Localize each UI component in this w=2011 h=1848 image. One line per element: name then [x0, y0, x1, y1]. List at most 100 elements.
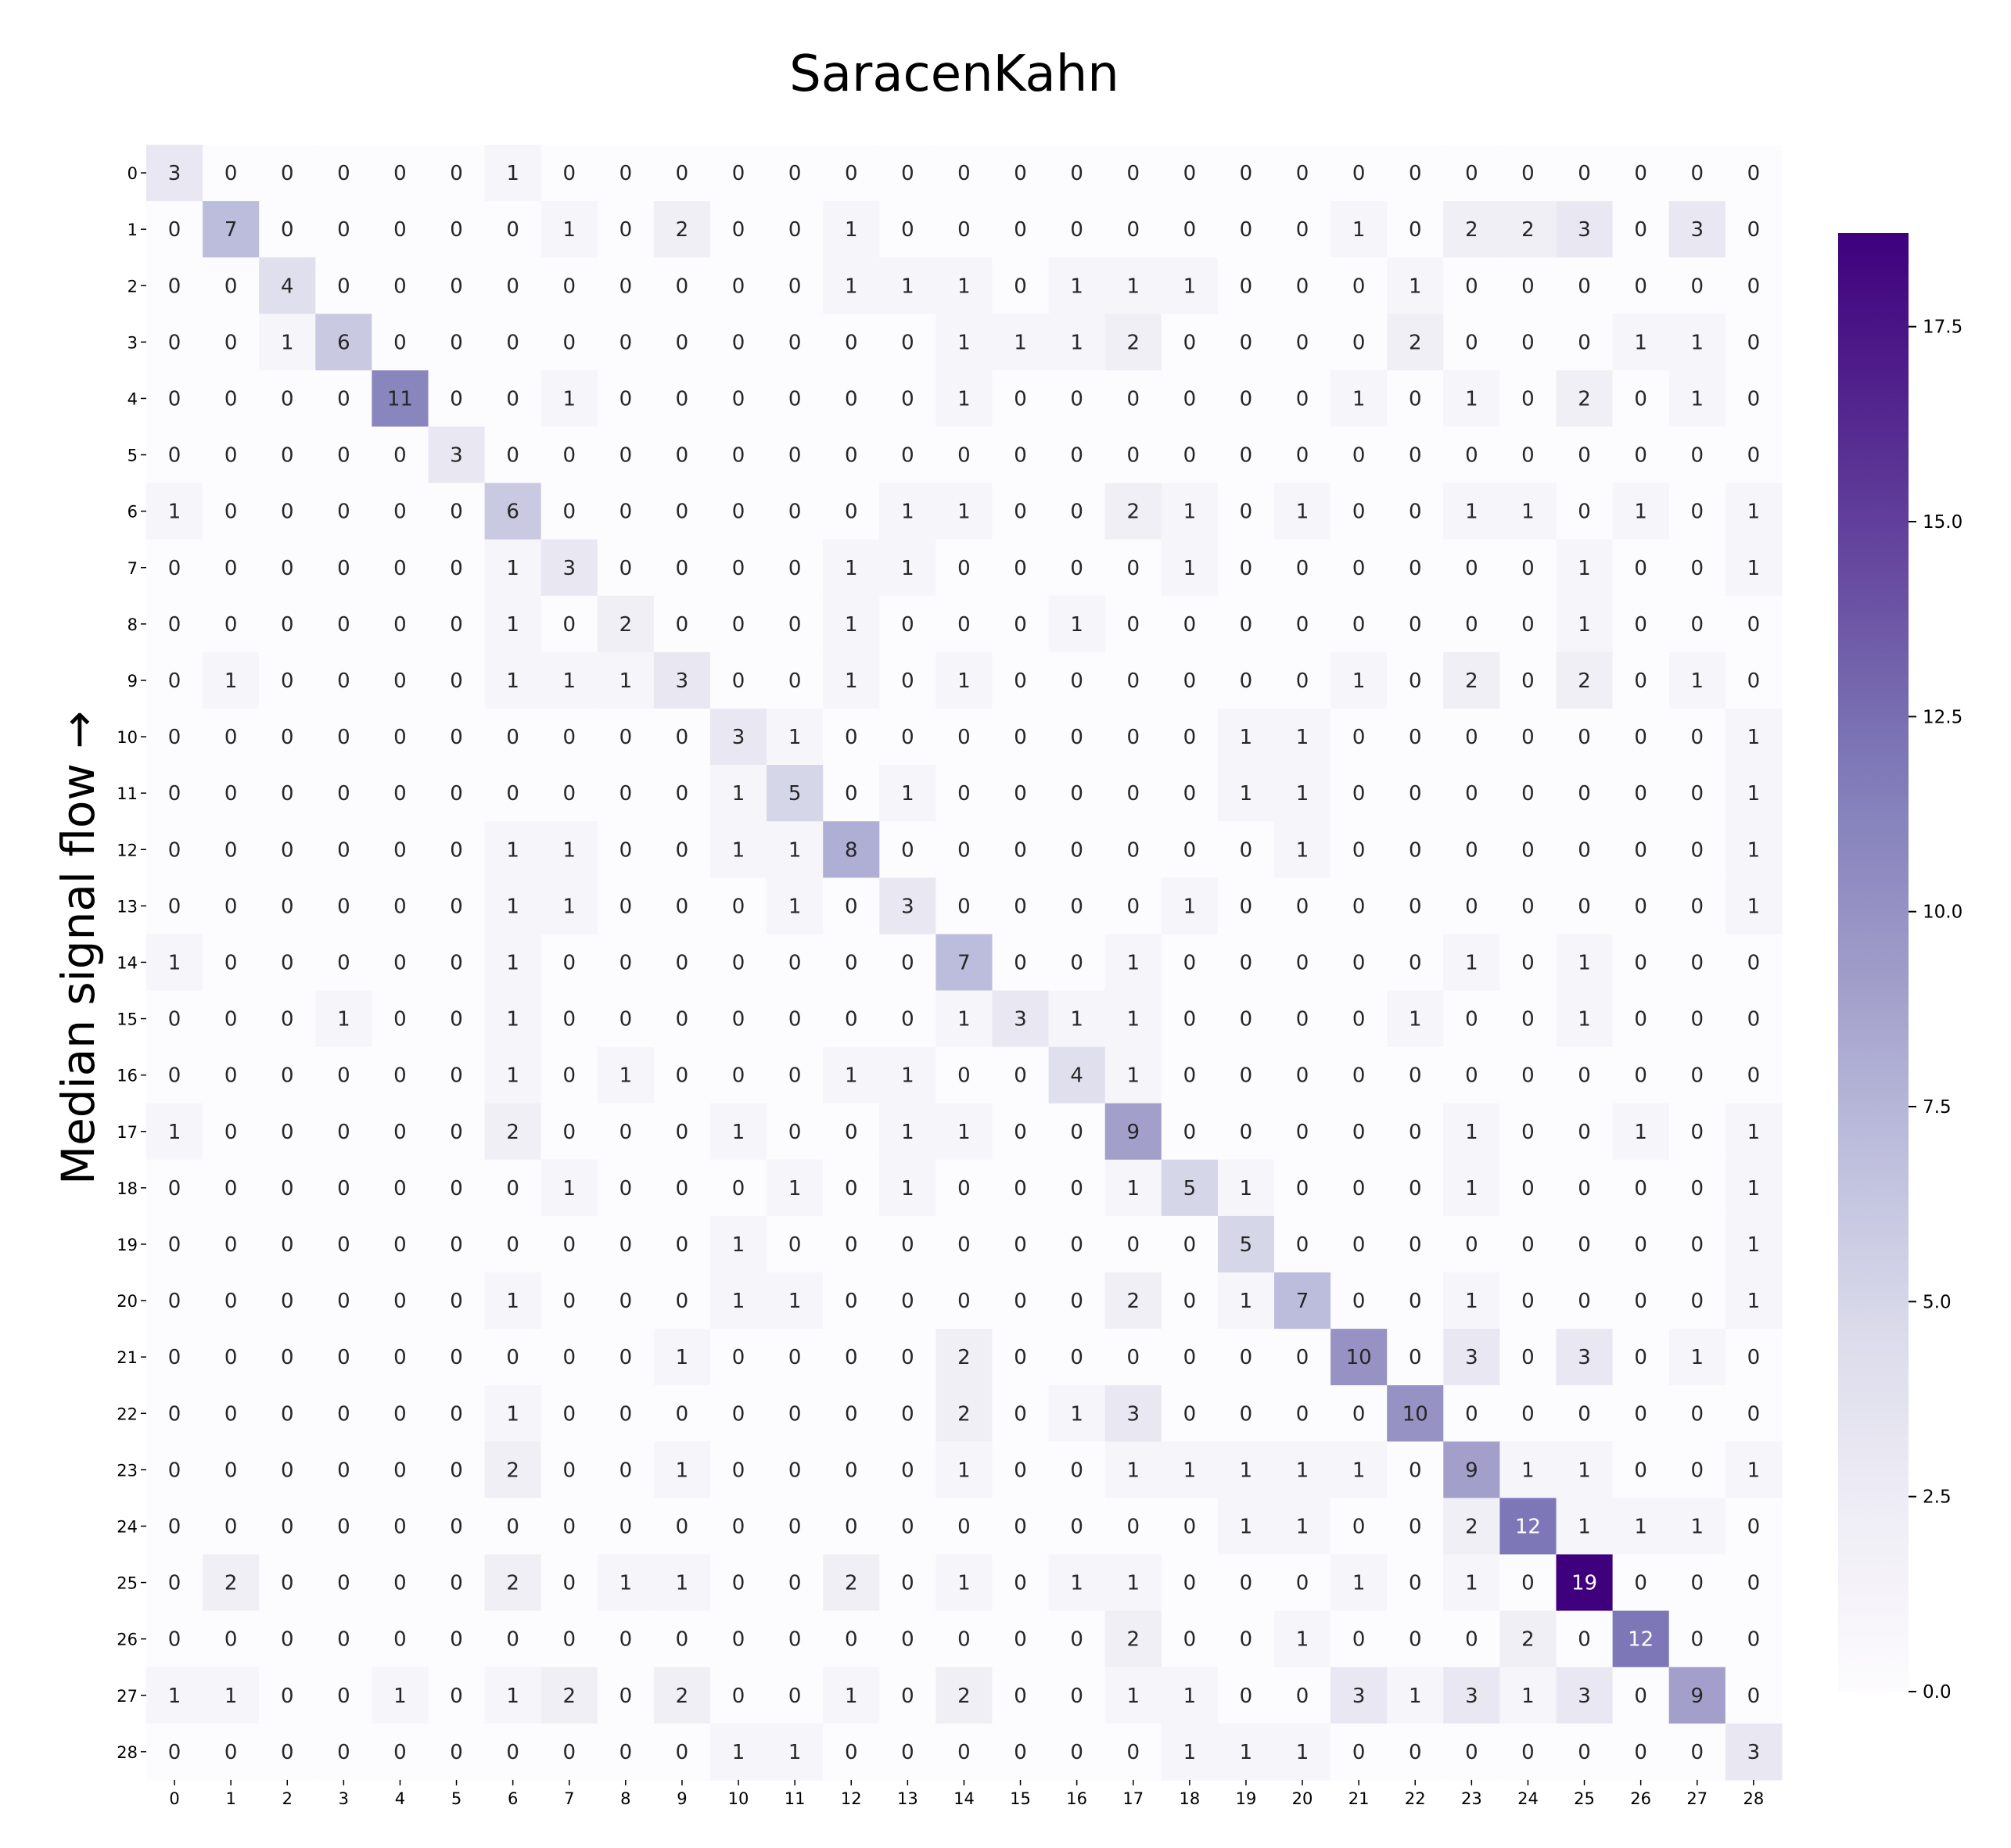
cell-value-label: 0: [1070, 387, 1083, 411]
heatmap-cell: [428, 990, 486, 1048]
cell-value-label: 0: [845, 1515, 858, 1538]
heatmap-cell: [428, 877, 486, 935]
heatmap-cell: [484, 877, 542, 935]
heatmap-cell: [1499, 1441, 1557, 1498]
x-axis-ticks: 0 1 2 3 4 5 6 7 8 9 10 11 12 13 14 15 16 17 18 19 20 21 22 23 24…: [169, 1779, 1764, 1808]
heatmap-cell: [315, 1272, 372, 1329]
heatmap-cell: [1668, 709, 1726, 766]
x-tick-label: 22: [1405, 1789, 1426, 1808]
cell-value-label: 0: [224, 557, 238, 580]
heatmap-cell: [1274, 1329, 1331, 1386]
cell-value-label: 0: [224, 1008, 238, 1032]
cell-value-label: 1: [957, 1459, 971, 1482]
heatmap-cell: [1556, 651, 1614, 709]
heatmap-cell: [203, 821, 260, 878]
heatmap-cell: [1612, 934, 1670, 992]
heatmap-cell: [1330, 1610, 1388, 1668]
cell-value-label: 0: [281, 444, 294, 468]
heatmap-cell: [1499, 1329, 1557, 1386]
cell-value-label: 0: [224, 1628, 238, 1652]
heatmap-cell: [710, 1554, 767, 1612]
heatmap-cell: [823, 1498, 880, 1556]
cell-value-label: 0: [506, 1233, 519, 1257]
cell-value-label: 1: [1126, 1177, 1140, 1200]
heatmap-cell: [1217, 539, 1275, 597]
cell-value-label: 1: [1465, 1572, 1478, 1595]
heatmap-cell: [1161, 426, 1219, 484]
cell-value-label: 0: [1634, 838, 1647, 862]
cell-value-label: 0: [337, 1741, 350, 1764]
cell-value-label: 1: [732, 1290, 745, 1313]
heatmap-cell: [540, 145, 598, 202]
heatmap-cell: [823, 877, 880, 935]
cell-value-label: 0: [506, 1177, 519, 1200]
heatmap-cell: [372, 1103, 429, 1161]
heatmap-cell: [1330, 1272, 1388, 1329]
heatmap-cell: [1330, 426, 1388, 484]
heatmap-cell: [653, 1667, 711, 1724]
cell-value-label: 0: [562, 162, 576, 185]
cell-value-label: 0: [1014, 1402, 1027, 1426]
heatmap-cell: [1104, 1554, 1162, 1612]
cell-value-label: 0: [1634, 895, 1647, 918]
heatmap-cell: [1387, 1667, 1444, 1724]
heatmap-cell: [259, 765, 316, 822]
heatmap-cell: [653, 595, 711, 653]
cell-value-label: 1: [1690, 1515, 1704, 1538]
heatmap-cell: [1274, 145, 1331, 202]
cell-value-label: 3: [1465, 1685, 1478, 1708]
cell-value-label: 0: [1690, 275, 1704, 298]
cell-value-label: 0: [676, 331, 689, 354]
cell-value-label: 0: [676, 1290, 689, 1313]
heatmap-cell: [146, 370, 203, 428]
heatmap-cell: [1217, 314, 1275, 371]
cell-value-label: 0: [1070, 218, 1083, 242]
heatmap-cell: [540, 934, 598, 992]
cell-value-label: 0: [1070, 726, 1083, 749]
cell-value-label: 0: [732, 1008, 745, 1032]
heatmap-cell: [1217, 370, 1275, 428]
heatmap-cell: [1274, 1610, 1331, 1668]
cell-value-label: 0: [1409, 387, 1422, 411]
heatmap-cell: [1048, 765, 1106, 822]
cell-value-label: 0: [1690, 1628, 1704, 1652]
cell-value-label: 0: [676, 838, 689, 862]
heatmap-cell: [259, 539, 316, 597]
heatmap-cell: [823, 483, 880, 540]
cell-value-label: 0: [1465, 895, 1478, 918]
cell-value-label: 0: [1634, 1177, 1647, 1200]
cell-value-label: 0: [1747, 331, 1761, 354]
cell-value-label: 0: [1183, 1346, 1197, 1369]
cell-value-label: 0: [1747, 613, 1761, 637]
cell-value-label: 0: [1634, 1459, 1647, 1482]
heatmap-cell: [1499, 1498, 1557, 1556]
cell-value-label: 0: [281, 1233, 294, 1257]
heatmap-cell: [428, 1723, 486, 1781]
heatmap-cell: [823, 1272, 880, 1329]
heatmap-cell: [653, 370, 711, 428]
cell-value-label: 0: [450, 1572, 463, 1595]
cell-value-label: 0: [337, 1346, 350, 1369]
cell-value-label: 0: [393, 726, 407, 749]
cell-value-label: 0: [732, 275, 745, 298]
cell-value-label: 0: [1747, 1346, 1761, 1369]
cell-value-label: 0: [1183, 1008, 1197, 1032]
heatmap-cell: [597, 426, 655, 484]
cell-value-label: 0: [450, 275, 463, 298]
heatmap-cell: [259, 1667, 316, 1724]
heatmap-cell: [1443, 539, 1500, 597]
cell-value-label: 0: [506, 331, 519, 354]
heatmap-cell: [484, 426, 542, 484]
heatmap-cell: [597, 1441, 655, 1498]
heatmap-cell: [203, 1046, 260, 1104]
heatmap-cell: [767, 1667, 824, 1724]
cell-value-label: 0: [788, 613, 802, 637]
y-tick-label: 9: [127, 672, 138, 691]
cell-value-label: 0: [1070, 895, 1083, 918]
cell-value-label: 1: [168, 1121, 181, 1144]
cell-value-label: 0: [450, 218, 463, 242]
heatmap-cell: [1217, 1159, 1275, 1217]
heatmap-cell: [935, 1667, 993, 1724]
heatmap-cell: [372, 426, 429, 484]
cell-value-label: 0: [1409, 838, 1422, 862]
